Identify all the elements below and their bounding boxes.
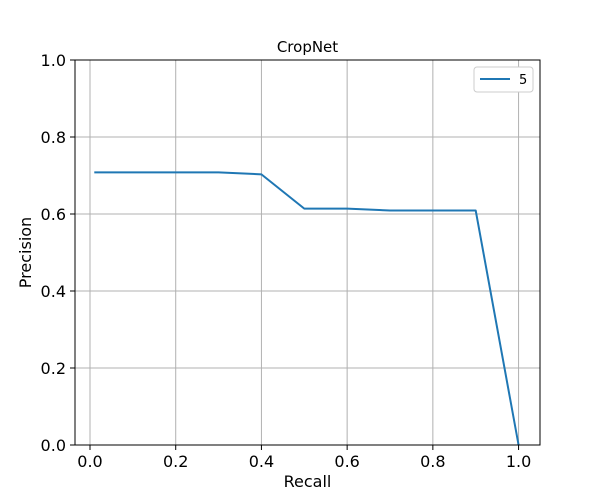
plot-frame	[74, 59, 541, 446]
axis-ticks: 0.0 0.2 0.4 0.6 0.8 1.0 0.0 0.2 0.4 0.6 0.8 1.0	[41, 51, 532, 471]
x-axis-label: Recall	[284, 472, 332, 491]
y-tick-label: 0.8	[41, 128, 66, 147]
y-axis-label: Precision	[16, 217, 35, 288]
x-tick-label: 1.0	[506, 452, 531, 471]
legend-label: 5	[519, 73, 527, 88]
series-line-5	[94, 171, 520, 446]
x-tick-label: 0.2	[163, 452, 188, 471]
y-tick-label: 1.0	[41, 51, 66, 70]
grid	[75, 59, 540, 446]
x-tick-label: 0.4	[249, 452, 274, 471]
legend: 5	[473, 66, 534, 93]
series-layer	[94, 171, 520, 446]
y-tick-label: 0.4	[41, 282, 66, 301]
y-tick-label: 0.6	[41, 205, 66, 224]
y-tick-label: 0.0	[41, 436, 66, 455]
chart-title: CropNet	[277, 38, 338, 56]
x-tick-label: 0.8	[420, 452, 445, 471]
x-tick-label: 0.6	[334, 452, 359, 471]
y-tick-label: 0.2	[41, 359, 66, 378]
x-tick-label: 0.0	[77, 452, 102, 471]
